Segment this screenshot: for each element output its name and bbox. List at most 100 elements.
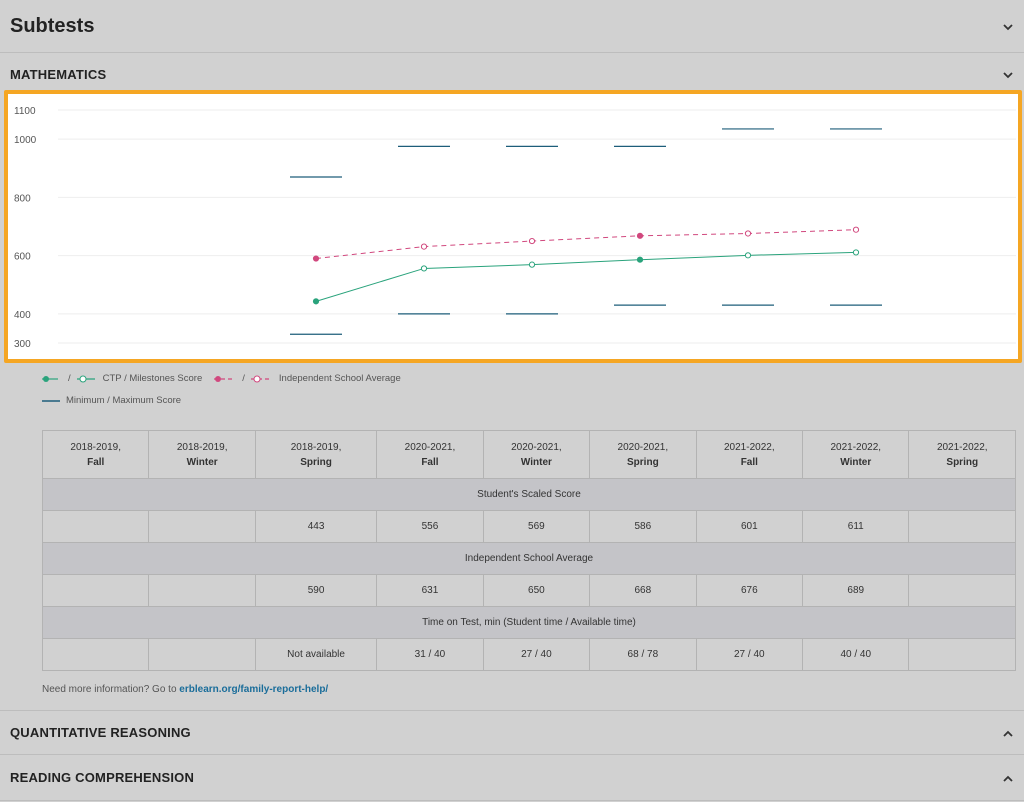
average-cell — [908, 574, 1016, 607]
average-point — [528, 237, 536, 245]
average-cell: 676 — [695, 574, 804, 607]
score-point — [528, 261, 536, 268]
column-year: 2018-2019, — [176, 441, 228, 453]
column-header: 2020-2021, Spring — [589, 430, 697, 479]
chevron-down-icon[interactable] — [1002, 68, 1014, 80]
band-average-label: Independent School Average — [42, 542, 1016, 575]
column-term: Winter — [186, 456, 218, 468]
score-filled-marker-icon — [42, 375, 58, 382]
quantitative-reasoning-title: QUANTITATIVE REASONING — [10, 725, 191, 740]
reading-comprehension-title: READING COMPREHENSION — [10, 770, 195, 785]
column-year: 2018-2019, — [70, 441, 122, 453]
column-term: Spring — [300, 456, 332, 468]
time-cell: 68 / 78 — [589, 638, 697, 671]
time-cell: Not available — [254, 638, 378, 671]
column-term: Spring — [627, 456, 659, 468]
column-header: 2018-2019, Spring — [254, 430, 378, 479]
column-header: 2021-2022, Fall — [695, 430, 804, 479]
average-point — [852, 226, 860, 233]
table-band-row: Independent School Average — [42, 542, 1016, 575]
column-term: Fall — [740, 456, 758, 468]
average-point — [636, 232, 644, 239]
score-point — [636, 256, 644, 263]
score-cell: 601 — [695, 510, 804, 543]
chevron-down-icon[interactable] — [1002, 20, 1014, 32]
column-header: 2018-2019, Winter — [148, 430, 256, 479]
band-score-label: Student's Scaled Score — [42, 478, 1016, 511]
column-term: Spring — [946, 456, 979, 468]
average-point — [312, 255, 320, 262]
y-tick-label: 800 — [14, 193, 31, 204]
average-cell — [148, 574, 256, 607]
y-tick-label: 1100 — [14, 106, 36, 117]
score-cell — [148, 510, 256, 543]
time-cell — [908, 638, 1016, 671]
chart-legend: / CTP / Milestones Score / Independent S… — [42, 373, 401, 384]
column-year: 2021-2022, — [830, 441, 882, 453]
legend-separator: / — [242, 373, 245, 384]
y-tick-label: 300 — [14, 339, 31, 350]
chart-svg: 1100 1000 800 600 400 300 — [14, 106, 1016, 350]
column-header: 2021-2022, Winter — [802, 430, 910, 479]
column-year: 2021-2022, — [724, 441, 775, 453]
column-year: 2020-2021, — [617, 441, 669, 453]
subtests-title: Subtests — [10, 14, 95, 37]
table-row: 590 631 650 668 676 689 — [41, 574, 1016, 607]
time-cell: 27 / 40 — [482, 638, 591, 671]
column-year: 2020-2021, — [404, 441, 456, 453]
score-hollow-marker-icon — [76, 375, 95, 382]
column-term: Fall — [87, 456, 105, 468]
column-header: 2018-2019, Fall — [41, 430, 150, 479]
average-point — [744, 230, 752, 237]
mathematics-title: MATHEMATICS — [10, 66, 107, 82]
scores-table: 2018-2019, Fall 2018-2019, Winter 2018-2019,… — [41, 430, 1016, 671]
chevron-up-icon[interactable] — [1002, 772, 1014, 784]
average-cell: 668 — [589, 574, 697, 607]
help-link[interactable]: erblearn.org/family-report-help/ — [179, 684, 329, 695]
table-row: 443 556 569 586 601 611 — [41, 510, 1016, 543]
range-line-icon — [42, 399, 60, 402]
table-band-row: Time on Test, min (Student time / Availa… — [42, 606, 1016, 639]
column-term: Fall — [421, 456, 439, 468]
score-cell: 611 — [802, 510, 910, 543]
average-cell: 631 — [376, 574, 484, 607]
score-cell: 586 — [589, 510, 697, 543]
average-cell: 590 — [254, 574, 378, 607]
table-header-row: 2018-2019, Fall 2018-2019, Winter 2018-2019,… — [41, 430, 1016, 479]
average-filled-marker-icon — [214, 375, 235, 382]
column-header: 2020-2021, Winter — [482, 430, 591, 479]
chart-legend-range: Minimum / Maximum Score — [42, 395, 181, 406]
chevron-up-icon[interactable] — [1002, 727, 1014, 739]
score-cell: 443 — [254, 510, 378, 543]
score-point — [852, 249, 860, 256]
column-header: 2021-2022, Spring — [908, 430, 1016, 479]
band-time-label: Time on Test, min (Student time / Availa… — [42, 606, 1016, 639]
y-tick-label: 600 — [14, 252, 31, 263]
score-point — [744, 252, 752, 259]
legend-average-label: Independent School Average — [278, 373, 401, 384]
legend-score-label: CTP / Milestones Score — [102, 373, 203, 384]
score-cell — [41, 510, 150, 543]
column-header: 2020-2021, Fall — [376, 430, 484, 479]
y-tick-label: 1000 — [14, 135, 37, 146]
average-cell: 689 — [802, 574, 910, 607]
time-cell — [148, 638, 256, 671]
time-cell: 27 / 40 — [695, 638, 804, 671]
reading-comprehension-header[interactable]: READING COMPREHENSION — [0, 755, 1024, 801]
score-series-line — [315, 251, 857, 302]
y-tick-label: 400 — [14, 310, 31, 321]
average-point — [420, 243, 428, 250]
table-row: Not available 31 / 40 27 / 40 68 / 78 27 / 4… — [41, 638, 1016, 671]
time-cell: 31 / 40 — [376, 638, 484, 671]
score-cell: 569 — [482, 510, 591, 543]
time-cell — [41, 638, 150, 671]
subtests-header[interactable]: Subtests — [0, 0, 1024, 53]
score-point — [420, 265, 428, 272]
column-year: 2018-2019, — [290, 441, 342, 453]
quantitative-reasoning-header[interactable]: QUANTITATIVE REASONING — [0, 710, 1024, 755]
time-cell: 40 / 40 — [802, 638, 910, 671]
mathematics-header[interactable]: MATHEMATICS — [0, 53, 1024, 95]
average-hollow-marker-icon — [250, 375, 271, 382]
column-term: Winter — [520, 456, 552, 468]
legend-separator: / — [68, 373, 71, 384]
